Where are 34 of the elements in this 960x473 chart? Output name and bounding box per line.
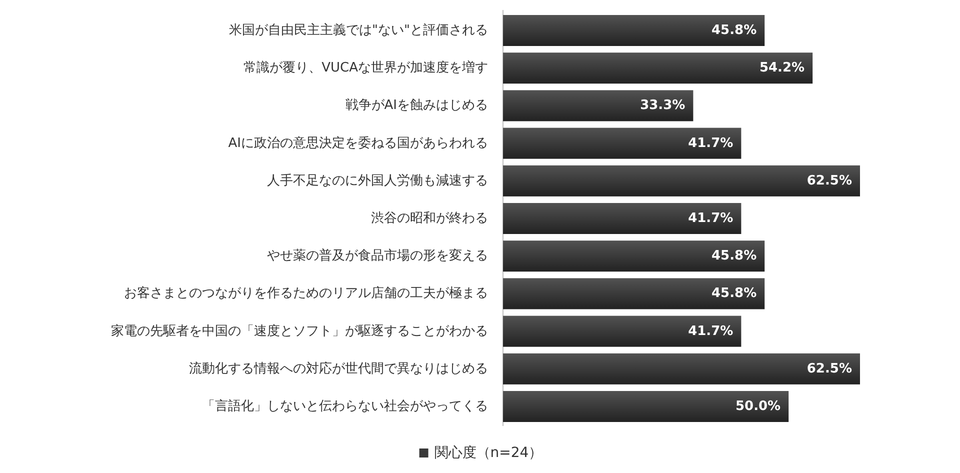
y-tick-label: 「言語化」しないと伝わらない社会がやってくる: [202, 398, 488, 414]
y-tick-label: 常識が覆り、VUCAな世界が加速度を増す: [244, 60, 488, 76]
bar: [503, 316, 742, 347]
bar: [503, 203, 742, 234]
bar: [503, 165, 860, 196]
y-tick-label: やせ薬の普及が食品市場の形を変える: [267, 248, 488, 264]
bar: [503, 90, 694, 122]
y-tick-label: 渋谷の昭和が終わる: [371, 211, 488, 226]
y-tick-label: お客さまとのつながりを作るためのリアル店舗の工夫が極まる: [124, 285, 488, 302]
data-label: 45.8%: [712, 248, 757, 264]
bar: [503, 353, 860, 384]
y-tick-label: AIに政治の意思決定を委ねる国があらわれる: [228, 136, 488, 151]
bar: [503, 391, 789, 422]
bar: [503, 52, 813, 84]
bar: [503, 128, 742, 159]
legend-label: 関心度（n=24）: [434, 445, 543, 461]
data-label: 54.2%: [759, 60, 805, 76]
bar: [503, 240, 765, 272]
bar: [503, 278, 765, 310]
bar: [503, 15, 765, 46]
data-label: 33.3%: [640, 98, 686, 114]
y-tick-label: 米国が自由民主主義では"ない"と評価される: [229, 22, 488, 38]
data-label: 62.5%: [806, 361, 852, 376]
data-label: 41.7%: [688, 136, 734, 151]
y-tick-label: 流動化する情報への対応が世代間で異なりはじめる: [189, 360, 488, 376]
y-tick-label: 家電の先駆者を中国の「速度とソフト」が駆逐することがわかる: [111, 322, 488, 339]
data-label: 50.0%: [735, 399, 781, 414]
data-label: 45.8%: [712, 23, 757, 38]
data-label: 41.7%: [688, 211, 734, 226]
data-label: 41.7%: [688, 324, 734, 339]
data-label: 45.8%: [712, 286, 757, 302]
data-label: 62.5%: [806, 173, 852, 188]
y-tick-label: 戦争がAIを蝕みはじめる: [345, 98, 488, 114]
y-tick-label: 人手不足なのに外国人労働も減速する: [267, 173, 488, 188]
